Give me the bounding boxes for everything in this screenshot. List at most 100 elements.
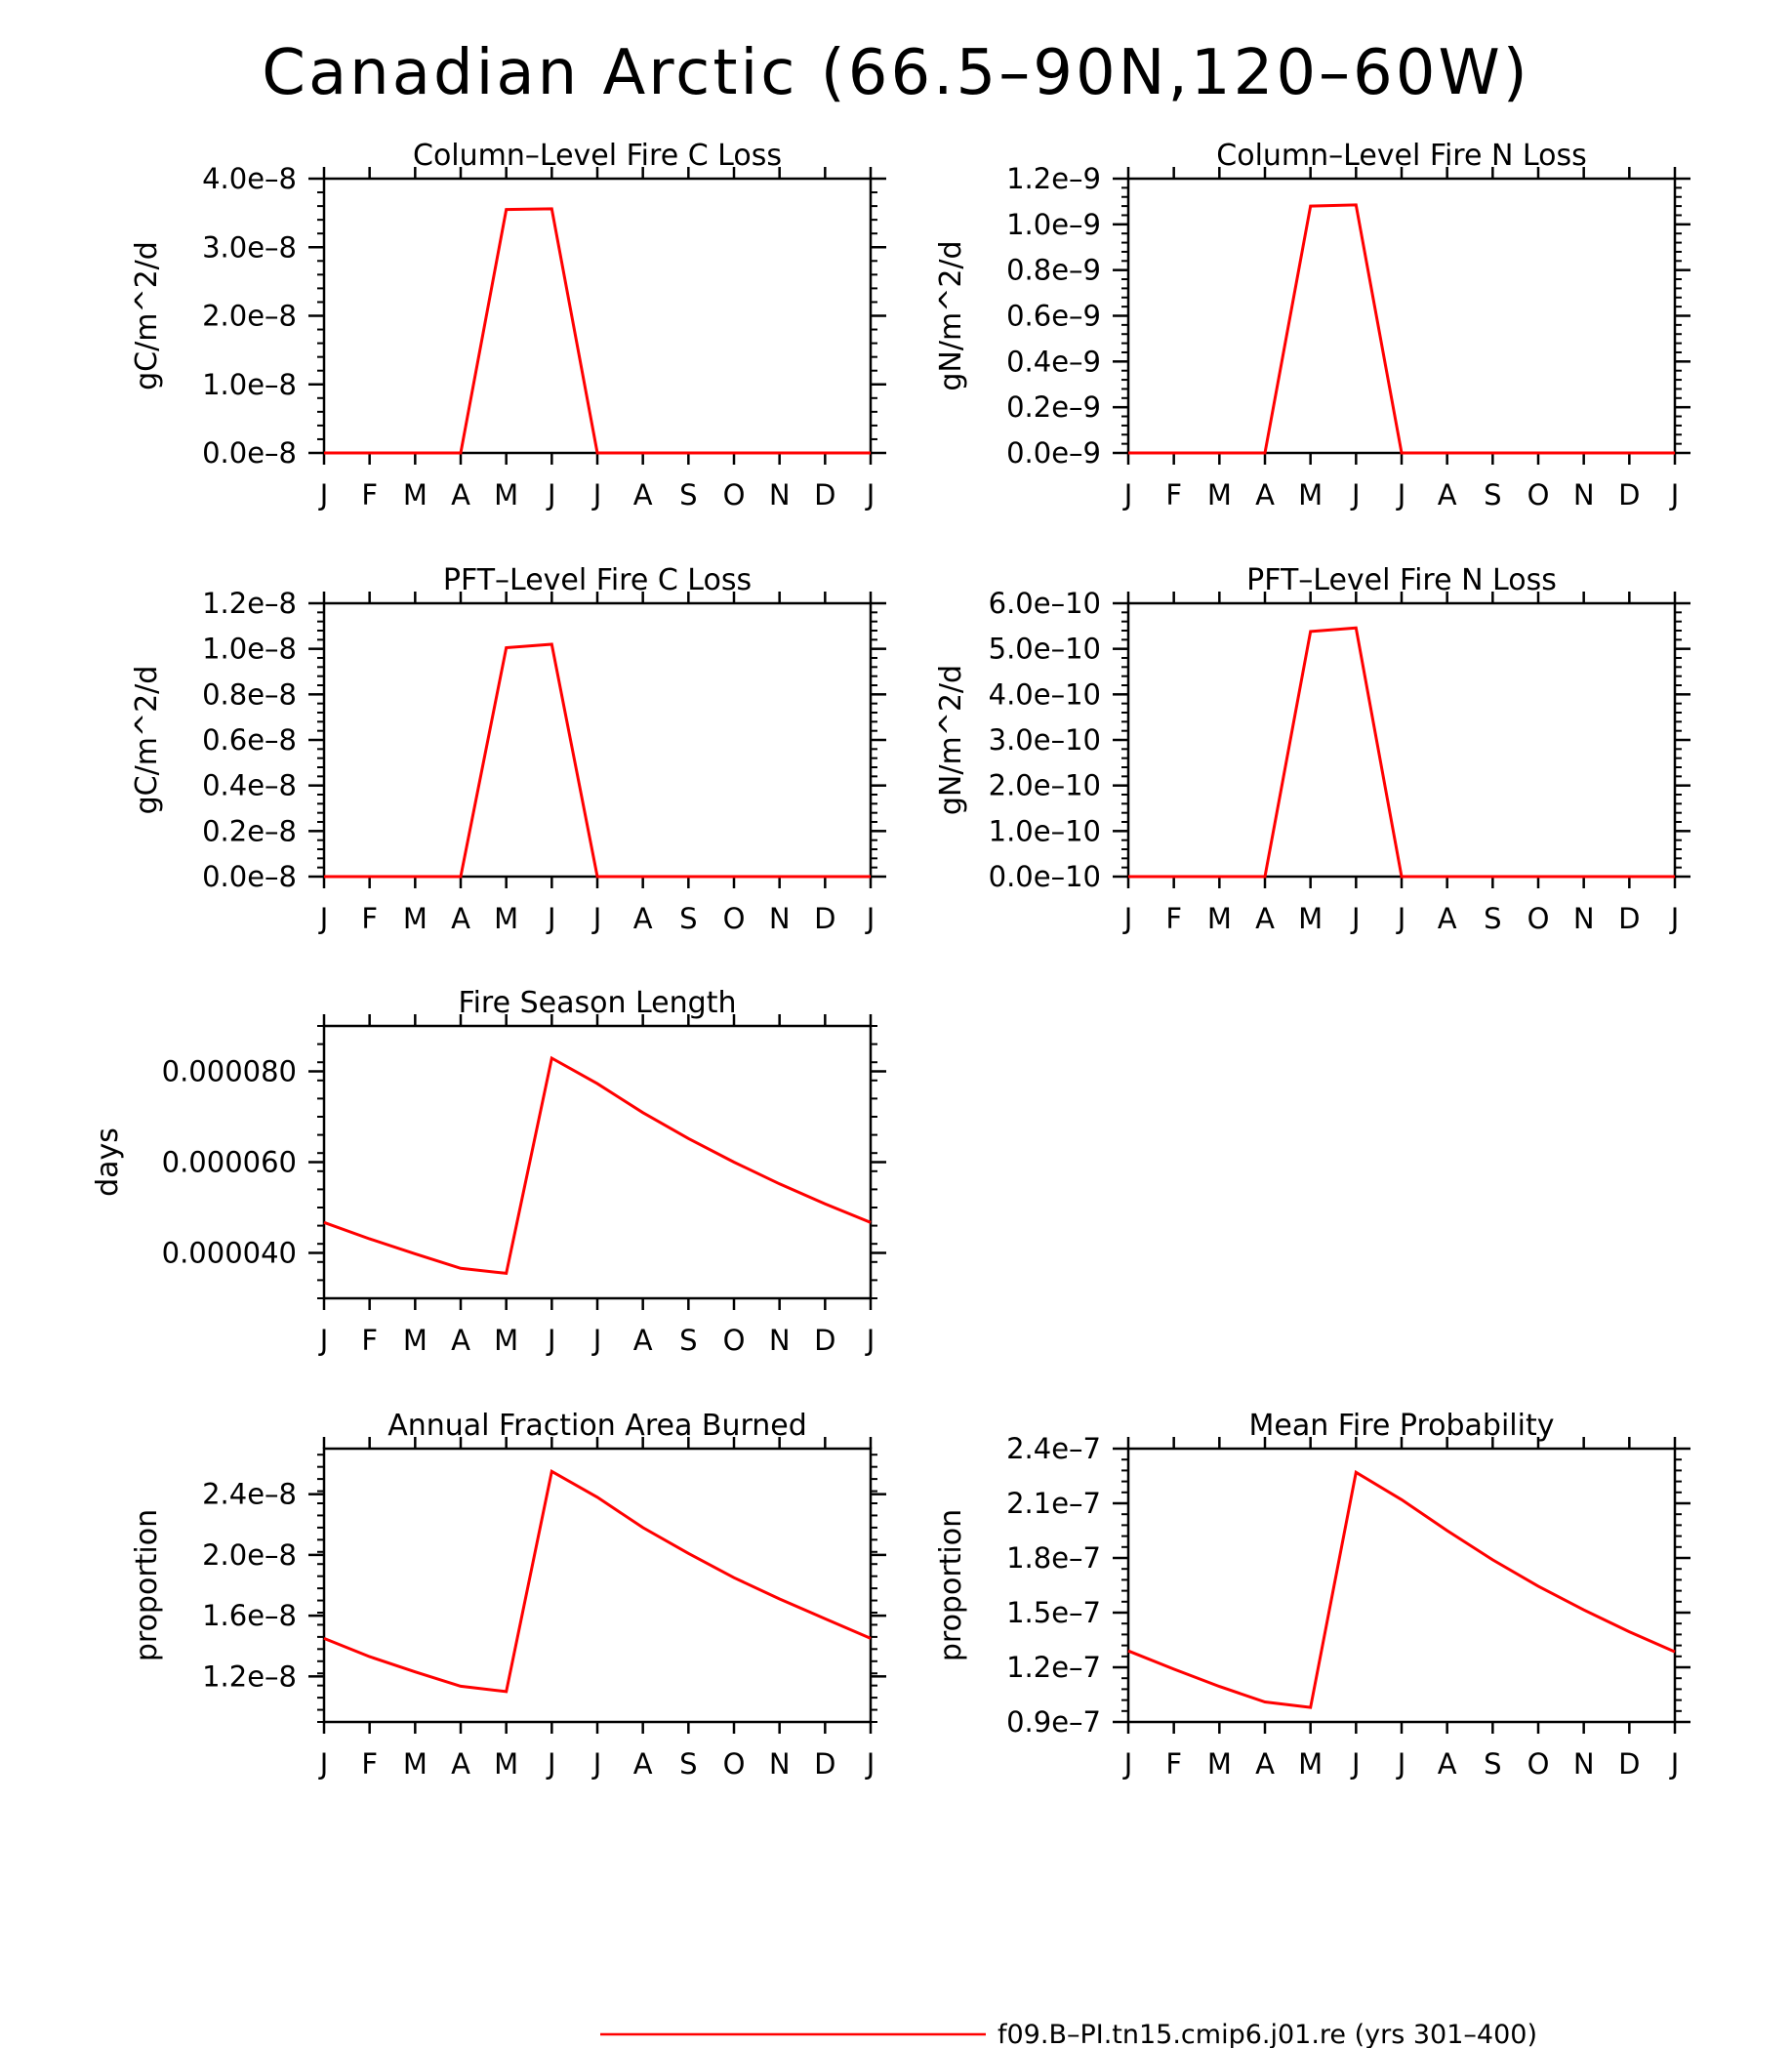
panel-6: J F M A M J J A S O N D J1.2e–81.6e–82.0e–82.4e–8Ann… <box>130 1409 886 1781</box>
plot-frame <box>322 1024 873 1300</box>
figure-title: Canadian Arctic (66.5–90N,120–60W) <box>262 37 1530 109</box>
panel-title: Mean Fire Probability <box>1249 1409 1555 1443</box>
x-tick-label: O <box>1527 1747 1550 1781</box>
y-tick-label: 1.6e–8 <box>202 1599 297 1632</box>
legend-label: f09.B–PI.tn15.cmip6.j01.re (yrs 301–400) <box>998 2020 1537 2048</box>
plot-frame <box>322 1447 873 1724</box>
y-tick-label: 0.000040 <box>162 1237 297 1270</box>
x-tick-label: F <box>1165 1747 1182 1781</box>
x-tick-label: J <box>1350 902 1361 935</box>
x-tick-label: J <box>1669 1747 1680 1781</box>
x-tick-label: M <box>494 1324 518 1357</box>
panel-1: J F M A M J J A S O N D J0.0e–81.0e–82.0e–83.0e–84.0… <box>130 139 886 512</box>
x-tick-label: M <box>403 1324 428 1357</box>
y-tick-label: 1.0e–10 <box>989 814 1101 847</box>
plot-frame <box>322 177 873 455</box>
x-tick-label: M <box>1298 902 1323 935</box>
panel-title: Fire Season Length <box>459 986 737 1020</box>
panel-7: J F M A M J J A S O N D J0.9e–71.2e–71.5e–71.8e–72.1… <box>934 1409 1690 1781</box>
x-tick-label: A <box>451 478 470 512</box>
x-tick-label: D <box>814 478 835 512</box>
x-tick-label: J <box>546 1324 556 1357</box>
x-tick-label: N <box>1573 1747 1595 1781</box>
x-tick-label: D <box>1618 478 1640 512</box>
x-tick-label: N <box>1573 478 1595 512</box>
y-tick-label: 0.2e–8 <box>202 814 297 847</box>
series-line <box>1128 626 1675 879</box>
y-tick-label: 0.2e–9 <box>1006 390 1101 424</box>
x-tick-label: S <box>679 1747 697 1781</box>
y-tick-label: 0.8e–9 <box>1006 254 1101 287</box>
y-tick-label: 1.0e–8 <box>202 368 297 401</box>
x-tick-label: A <box>1255 902 1275 935</box>
y-tick-label: 1.8e–7 <box>1006 1541 1101 1575</box>
x-tick-label: O <box>723 478 746 512</box>
panel-title: Annual Fraction Area Burned <box>387 1409 807 1443</box>
x-tick-label: M <box>1298 1747 1323 1781</box>
x-tick-label: J <box>1350 1747 1361 1781</box>
series-line <box>324 207 871 455</box>
x-tick-label: J <box>1669 902 1680 935</box>
x-tick-label: S <box>679 1324 697 1357</box>
panel-title: PFT–Level Fire C Loss <box>443 563 752 597</box>
x-tick-label: J <box>1122 1747 1133 1781</box>
series-line <box>1128 203 1675 455</box>
x-tick-label: S <box>1484 478 1501 512</box>
x-tick-label: J <box>318 1747 329 1781</box>
y-tick-label: 1.5e–7 <box>1006 1596 1101 1629</box>
y-tick-label: 4.0e–8 <box>202 162 297 195</box>
y-axis-label: gN/m^2/d <box>934 665 968 815</box>
y-tick-label: 6.0e–10 <box>989 587 1101 620</box>
x-tick-label: J <box>591 1747 602 1781</box>
panel-4: J F M A M J J A S O N D J0.0e–101.0e–102.0e–103.0e–1… <box>934 563 1690 935</box>
y-tick-label: 4.0e–10 <box>989 677 1101 711</box>
panel-2: J F M A M J J A S O N D J0.0e–90.2e–90.4e–90.6e–90.8… <box>934 139 1690 512</box>
x-tick-label: F <box>1165 902 1182 935</box>
x-tick-label: M <box>403 902 428 935</box>
x-tick-label: J <box>546 1747 556 1781</box>
x-tick-label: O <box>723 1324 746 1357</box>
x-tick-label: F <box>361 1324 378 1357</box>
y-tick-label: 0.4e–8 <box>202 769 297 802</box>
x-tick-label: A <box>633 1747 653 1781</box>
y-tick-label: 5.0e–10 <box>989 633 1101 666</box>
series-line <box>324 642 871 879</box>
x-tick-label: J <box>1350 478 1361 512</box>
x-tick-label: J <box>591 1324 602 1357</box>
y-tick-label: 1.2e–9 <box>1006 162 1101 195</box>
x-tick-label: M <box>403 478 428 512</box>
x-tick-label: F <box>361 1747 378 1781</box>
x-tick-label: D <box>1618 1747 1640 1781</box>
x-tick-label: J <box>1122 902 1133 935</box>
y-axis-label: proportion <box>934 1509 968 1661</box>
x-tick-label: J <box>1669 478 1680 512</box>
x-tick-label: A <box>633 902 653 935</box>
y-tick-label: 2.4e–8 <box>202 1478 297 1511</box>
x-tick-label: J <box>865 1324 876 1357</box>
panel-title: PFT–Level Fire N Loss <box>1246 563 1557 597</box>
plot-frame <box>1126 601 1677 879</box>
x-tick-label: A <box>1255 478 1275 512</box>
x-tick-label: J <box>865 902 876 935</box>
x-tick-label: J <box>546 478 556 512</box>
x-tick-label: N <box>769 1747 791 1781</box>
y-tick-label: 0.6e–9 <box>1006 300 1101 333</box>
x-tick-label: A <box>451 1747 470 1781</box>
plot-frame <box>1126 177 1677 455</box>
x-tick-label: F <box>361 902 378 935</box>
panel-title: Column–Level Fire N Loss <box>1216 139 1586 173</box>
series-line <box>323 1055 872 1276</box>
x-tick-label: M <box>494 1747 518 1781</box>
y-tick-label: 1.0e–8 <box>202 633 297 666</box>
y-tick-label: 3.0e–10 <box>989 723 1101 757</box>
x-tick-label: D <box>814 1324 835 1357</box>
y-tick-label: 0.0e–9 <box>1006 436 1101 470</box>
x-tick-label: J <box>546 902 556 935</box>
x-tick-label: J <box>318 902 329 935</box>
x-tick-label: A <box>1438 902 1457 935</box>
x-tick-label: M <box>1207 902 1232 935</box>
x-tick-label: O <box>1527 902 1550 935</box>
panel-title: Column–Level Fire C Loss <box>413 139 782 173</box>
x-tick-label: J <box>1396 478 1406 512</box>
